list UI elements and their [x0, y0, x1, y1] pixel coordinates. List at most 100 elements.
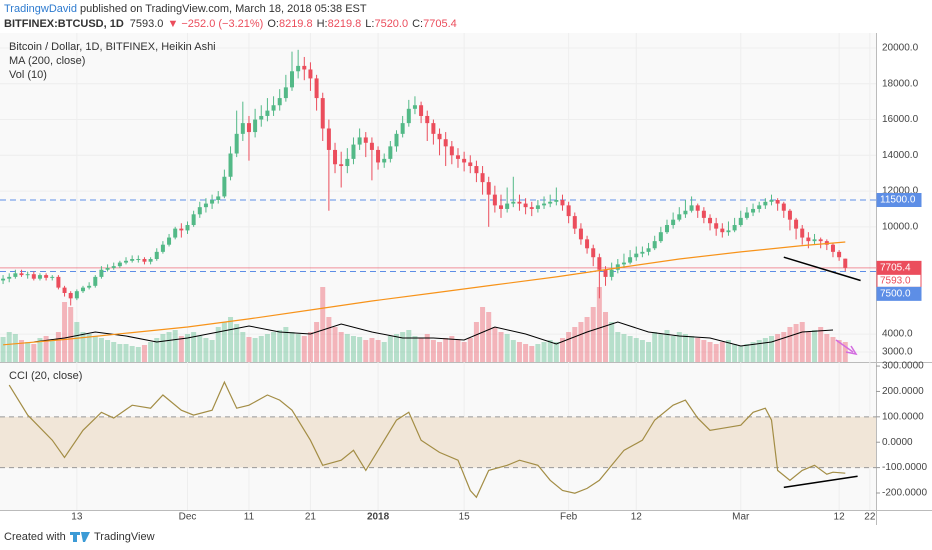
candle-body	[462, 158, 467, 163]
price-label-bg	[876, 286, 922, 301]
volume-bar	[584, 317, 590, 362]
volume-bar	[172, 330, 178, 362]
price-label: 7500.0	[880, 288, 911, 299]
y-tick-label: 4000.0	[882, 329, 913, 340]
volume-bar	[529, 346, 535, 362]
volume-bar	[535, 344, 541, 362]
candle-body	[714, 223, 719, 229]
candle-body	[136, 259, 141, 261]
logo	[70, 532, 90, 542]
volume-bar	[154, 338, 160, 362]
candle-body	[277, 98, 282, 106]
volume-bar	[12, 334, 18, 362]
x-tick-label: Mar	[732, 512, 750, 523]
volume-bar	[621, 334, 627, 362]
candle-body	[640, 251, 645, 254]
volume-bar	[559, 338, 565, 362]
volume-bar	[639, 340, 645, 362]
volume-bar	[682, 334, 688, 362]
x-tick-label: 11	[244, 512, 255, 523]
volume-bar	[111, 342, 117, 362]
volume-bar	[750, 342, 756, 362]
candle-body	[818, 239, 823, 242]
y-tick-label: 3000.0	[882, 347, 913, 358]
candle-body	[80, 287, 85, 292]
candle-body	[376, 149, 381, 163]
candle-body	[308, 69, 313, 79]
volume-bar	[713, 344, 719, 362]
candle-body	[720, 228, 725, 233]
candle-body	[468, 162, 473, 167]
candle-body	[763, 201, 768, 206]
y-tick-label: 300.0000	[882, 361, 924, 372]
y-tick-label: 200.0000	[882, 386, 924, 397]
volume-bar	[725, 340, 731, 362]
volume-bar	[603, 312, 609, 362]
candle-body	[1, 278, 6, 281]
chart-layer: 13 Dec 11 21 2018 15 Feb 12 Mar 12 22 20000.0 18000.…	[0, 33, 927, 523]
volume-bar	[787, 327, 793, 362]
ohlc-value: 8219.8	[279, 18, 313, 30]
candle-body	[837, 251, 842, 258]
volume-bar	[400, 332, 406, 362]
volume-bar	[836, 340, 842, 362]
volume-bar	[387, 336, 393, 362]
volume-bar	[74, 322, 80, 362]
candle-body	[455, 155, 460, 159]
volume-bar	[473, 322, 479, 362]
footer-created: Created with	[4, 531, 66, 543]
candle-body	[234, 133, 239, 154]
volume-bar	[590, 307, 596, 362]
volume-bar	[381, 342, 387, 362]
candle-body	[474, 166, 479, 174]
candle-body	[185, 225, 190, 231]
volume-bar	[676, 332, 682, 362]
candle-body	[535, 205, 540, 209]
volume-bar	[818, 327, 824, 362]
candle-body	[751, 208, 756, 213]
volume-bar	[541, 342, 547, 362]
volume-bar	[307, 332, 313, 362]
candle-body	[695, 205, 700, 211]
volume-bar	[615, 332, 621, 362]
candle-body	[117, 262, 122, 267]
header-line: BITFINEX:BTCUSD, 1D 7593.0 ▼ −252.0 (−3.21…	[4, 18, 457, 30]
volume-bar	[86, 334, 92, 362]
volume-bar	[344, 334, 350, 362]
candle-body	[529, 207, 534, 209]
volume-bar	[55, 332, 61, 362]
candle-body	[351, 144, 356, 159]
candle-body	[486, 182, 491, 195]
volume-bar	[129, 346, 135, 362]
volume-bar	[768, 336, 774, 362]
candle-body	[732, 225, 737, 231]
volume-bar	[228, 317, 234, 362]
candle-body	[74, 291, 79, 299]
volume-bar	[277, 330, 283, 362]
candle-body	[597, 257, 602, 270]
candle-body	[44, 275, 49, 278]
volume-bar	[516, 342, 522, 362]
candle-body	[13, 273, 18, 277]
candle-body	[25, 274, 30, 276]
y-tick-label: 16000.0	[882, 114, 919, 125]
candle-body	[769, 200, 774, 202]
candle-body	[326, 128, 331, 150]
candle-body	[726, 230, 731, 233]
last-price: 7593.0	[130, 18, 164, 30]
candle-body	[560, 200, 565, 206]
candle-body	[68, 292, 73, 299]
trend-line	[783, 256, 861, 282]
price-label: 7593.0	[880, 275, 911, 286]
volume-bar	[566, 332, 572, 362]
candle-body	[628, 257, 633, 263]
candle-body	[621, 262, 626, 265]
footer-brand[interactable]: TradingView	[94, 531, 155, 543]
author[interactable]: TradingwDavid	[4, 3, 77, 15]
candle-body	[499, 205, 504, 209]
volume-bar	[762, 338, 768, 362]
candle-body	[19, 273, 24, 276]
candle-body	[800, 228, 805, 238]
volume-bar	[234, 324, 240, 362]
